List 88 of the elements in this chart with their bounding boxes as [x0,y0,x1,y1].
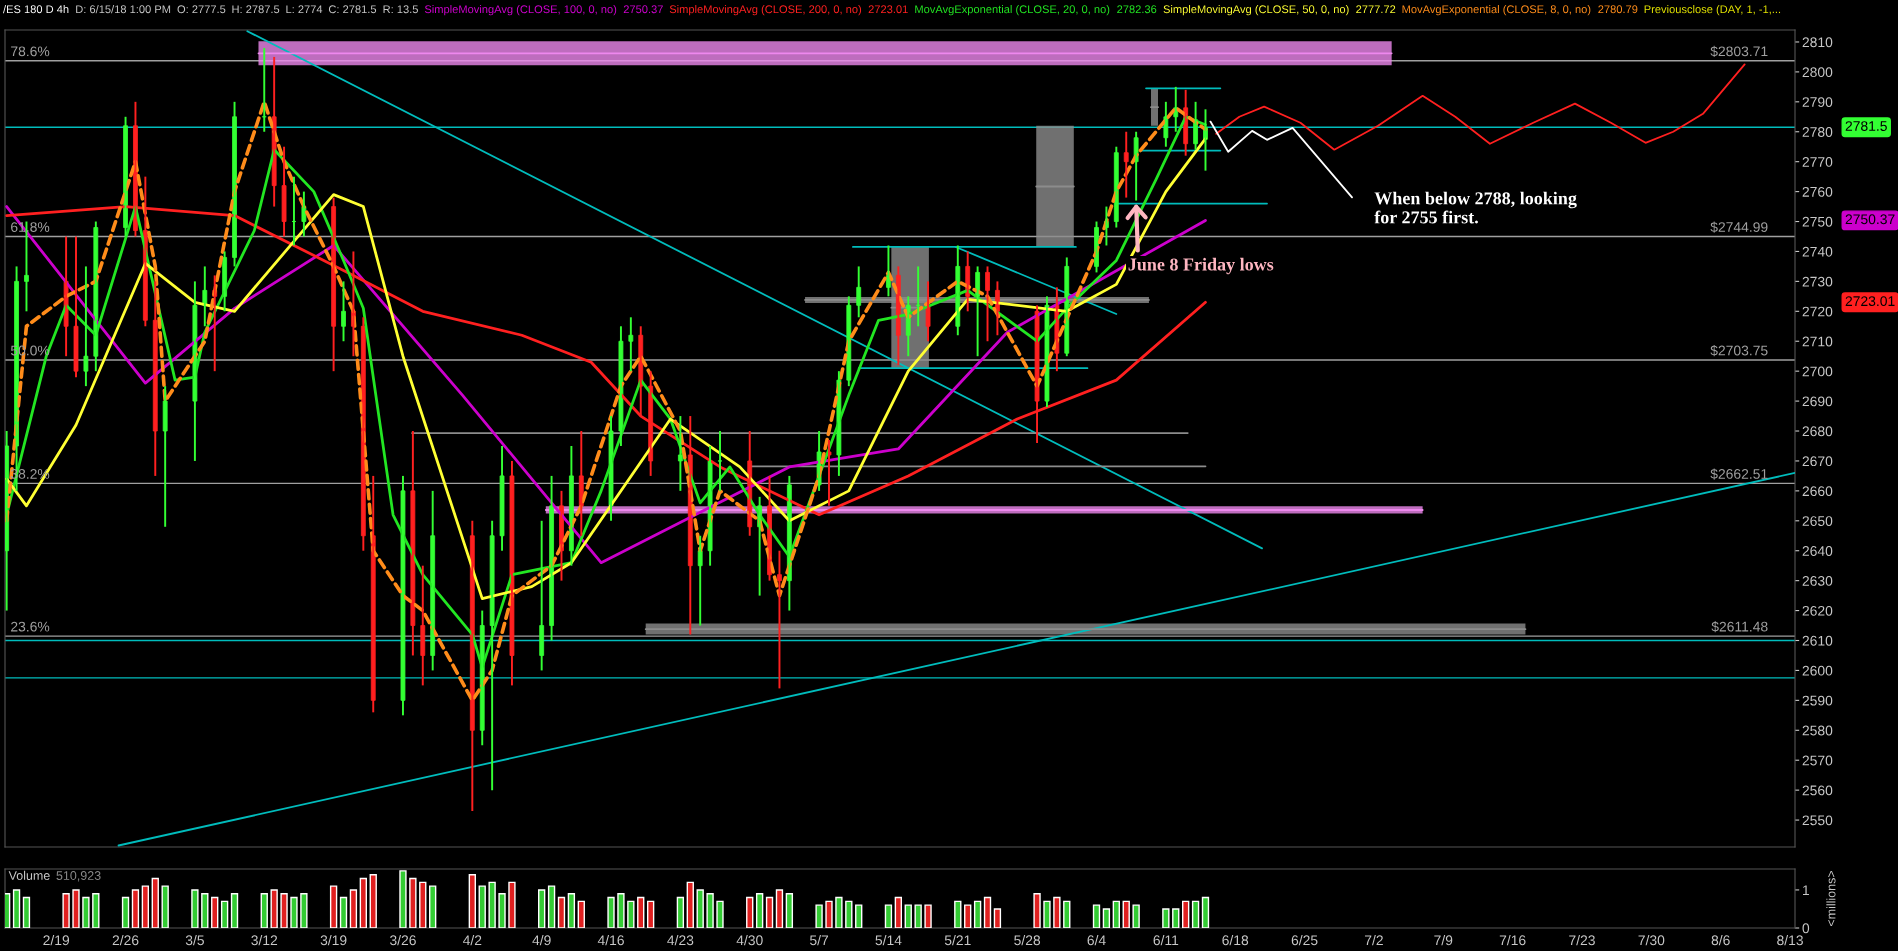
text: SimpleMovingAvg (CLOSE, 50, 0, no) [1163,5,1349,16]
x-tick-label: 6/4 [1087,934,1106,946]
ref-line-label: $2662.51 [1710,468,1768,480]
y-tick-label: 2710 [1802,336,1833,347]
x-tick-label: 5/14 [875,934,902,946]
x-tick-label: 4/16 [597,934,624,946]
x-tick-label: 3/5 [185,934,204,946]
y-tick-label: 2570 [1802,755,1833,766]
y-tick-label: 2640 [1802,546,1833,556]
x-tick-label: 4/23 [667,934,694,946]
y-tick-label: 2590 [1802,695,1833,706]
y-tick-label: 2730 [1802,276,1833,287]
text: SimpleMovingAvg (CLOSE, 100, 0, no) [424,5,617,16]
x-tick-label: 3/12 [251,934,278,946]
y-tick-label: 2660 [1802,486,1833,497]
y-tick-label: 2600 [1802,665,1833,676]
ref-line-label: $2803.71 [1710,45,1768,58]
x-tick-label: 6/25 [1291,934,1318,946]
y-tick-label: 2580 [1802,725,1833,736]
chart-title: Volume [8,870,50,880]
x-tick-label: 5/21 [944,934,971,946]
text: Previousclose (DAY, 1, -1,... [1644,5,1781,16]
y-tick-label: 2550 [1802,815,1833,826]
y-tick-label: 2690 [1802,396,1833,407]
y-tick-label: 2810 [1802,37,1833,48]
y-tick-label: 2800 [1802,67,1833,78]
y-tick-label: 2750 [1802,216,1833,227]
y-tick-label: 2700 [1802,366,1833,377]
x-tick-label: 7/23 [1569,934,1595,946]
x-tick-label: 4/2 [462,934,482,946]
x-tick-label: 7/30 [1638,934,1665,946]
text: D: 6/15/18 1:00 PM [76,5,171,14]
text: MovAvgExponential (CLOSE, 8, 0, no) [1402,5,1591,16]
y-tick-label: 1 [1803,885,1809,895]
y-tick-label: 0 [1802,923,1810,934]
ref-line-label: $2744.99 [1710,221,1768,233]
text: 2780.79 [1598,5,1638,14]
x-tick-label: 7/9 [1434,934,1453,946]
x-tick-label: 5/7 [809,934,829,946]
text: MovAvgExponential (CLOSE, 20, 0, no) [915,5,1110,16]
text: 2777.72 [1356,5,1396,14]
text: 2750.37 [1845,214,1895,225]
y-tick-label: 2560 [1802,785,1833,796]
text: 2781.5 [1845,121,1887,131]
x-tick-label: 4/30 [736,934,763,946]
x-tick-label: 5/28 [1014,934,1041,946]
text: 2723.01 [1845,296,1895,307]
y-tick-label: 2780 [1802,127,1833,137]
y-tick-label: 2680 [1802,426,1833,437]
x-tick-label: 7/16 [1499,934,1526,946]
text: SimpleMovingAvg (CLOSE, 200, 0, no) [669,5,862,16]
text: /ES 180 D 4h [3,5,69,14]
ref-line-label: $2703.75 [1710,344,1768,357]
text: 2782.36 [1117,5,1157,14]
text: 2723.01 [868,5,908,14]
x-tick-label: 6/18 [1222,934,1249,946]
annotation: June 8 Friday lows [1128,257,1274,275]
y-tick-label: 2740 [1802,246,1833,257]
x-tick-label: 8/6 [1711,934,1730,946]
text: L: 2774 [286,5,323,14]
y-tick-label: 2610 [1802,635,1833,646]
text: O: 2777.5 [177,5,226,14]
y-axis-title: <millions> [1826,870,1836,927]
x-tick-label: 2/26 [112,934,139,946]
y-tick-label: 2620 [1802,605,1833,616]
x-tick-label: 2/19 [43,934,70,946]
x-tick-label: 6/11 [1153,934,1179,946]
y-tick-label: 2650 [1802,516,1833,526]
text: R: 13.5 [383,5,418,14]
y-tick-label: 2760 [1802,186,1833,197]
x-tick-label: 3/19 [320,934,347,946]
x-tick-label: 7/2 [1364,934,1383,946]
annotation: 510,923 [56,871,101,882]
y-tick-label: 2790 [1802,97,1833,107]
x-tick-label: 3/26 [389,934,416,946]
y-tick-label: 2720 [1802,306,1833,317]
text: C: 2781.5 [328,5,377,14]
text: 2750.37 [623,5,663,14]
annotation: When below 2788, looking for 2755 first. [1374,191,1577,224]
x-tick-label: 8/13 [1777,934,1803,946]
annotation: 23.6% [11,621,50,632]
annotation: 78.6% [11,46,50,57]
ref-line-label: $2611.48 [1711,621,1768,633]
y-tick-label: 2770 [1802,157,1833,167]
text: H: 2787.5 [232,5,280,14]
y-tick-label: 2630 [1802,575,1833,586]
y-tick-label: 2670 [1802,456,1833,467]
x-tick-label: 4/9 [532,934,551,946]
